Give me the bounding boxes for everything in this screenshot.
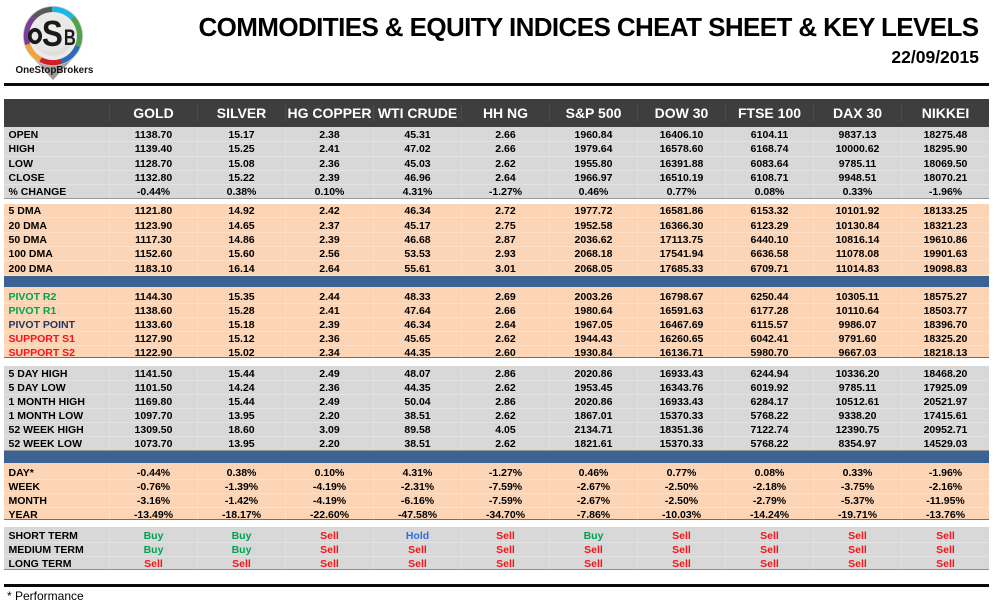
svg-text:B: B (64, 25, 76, 50)
svg-text:S: S (42, 14, 63, 55)
svg-text:OneStopBrokers: OneStopBrokers (16, 65, 94, 76)
